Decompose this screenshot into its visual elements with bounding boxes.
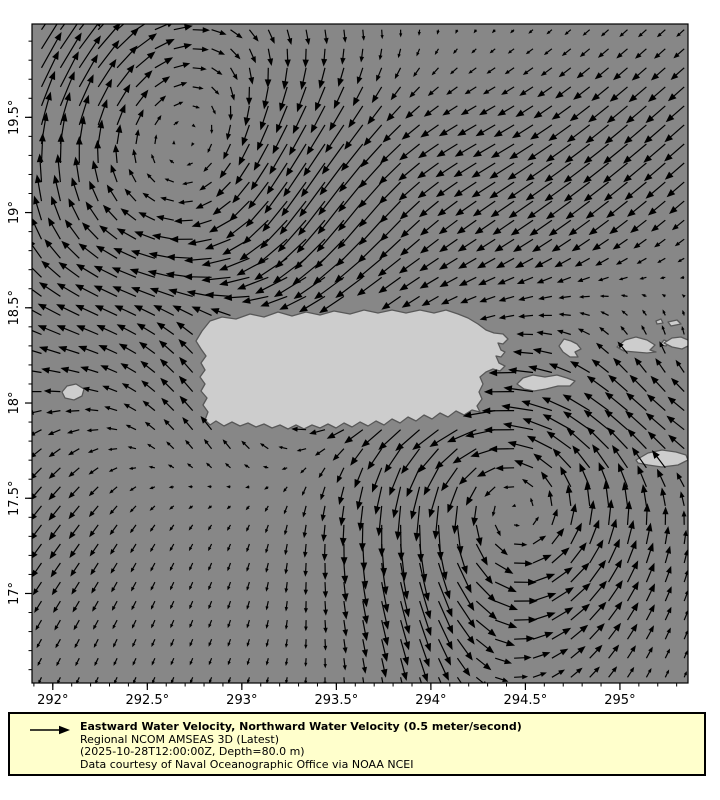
velocity-quiver-map: 292° 292.5° 293° 293.5° 294° 294.5° 295° 17° 17.…: [7, 23, 689, 708]
legend-credit: Data courtesy of Naval Oceanographic Off…: [80, 757, 414, 771]
x-tick-label: 294.5°: [504, 693, 548, 708]
land-mona-island: [61, 383, 85, 401]
legend-title: Eastward Water Velocity, Northward Water…: [80, 720, 522, 733]
land-puerto-rico: [195, 309, 509, 430]
land-layer: [61, 309, 688, 468]
land-tortola-virgin-gorda: [663, 336, 688, 350]
axes: 292° 292.5° 293° 293.5° 294° 294.5° 295° 17° 17.…: [7, 40, 678, 708]
legend-box: Eastward Water Velocity, Northward Water…: [8, 712, 706, 776]
legend-timestamp: (2025-10-28T12:00:00Z, Depth=80.0 m): [80, 745, 305, 759]
reference-arrow-icon: [30, 725, 70, 735]
plot-border: [31, 23, 689, 684]
x-tick-label: 294°: [415, 693, 446, 708]
x-tick-label: 292.5°: [125, 693, 169, 708]
land-cay-north-1: [655, 318, 664, 325]
legend-source: Regional NCOM AMSEAS 3D (Latest): [80, 732, 279, 746]
x-tick-label: 293.5°: [315, 693, 359, 708]
y-tick-label: 19°: [7, 201, 22, 224]
x-tick-label: 292°: [37, 693, 68, 708]
land-vieques: [516, 374, 576, 392]
y-tick-label: 17°: [7, 582, 22, 605]
x-tick-label: 293°: [226, 693, 257, 708]
y-tick-label: 18.5°: [7, 290, 22, 325]
land-cay-north-2: [667, 319, 682, 327]
y-tick-label: 19.5°: [7, 100, 22, 135]
land-culebra: [558, 338, 582, 358]
x-tick-label: 295°: [604, 693, 635, 708]
land-st-thomas: [616, 336, 657, 354]
y-tick-label: 18°: [7, 391, 22, 414]
velocity-arrows: [32, 24, 688, 683]
y-tick-label: 17.5°: [7, 481, 22, 516]
